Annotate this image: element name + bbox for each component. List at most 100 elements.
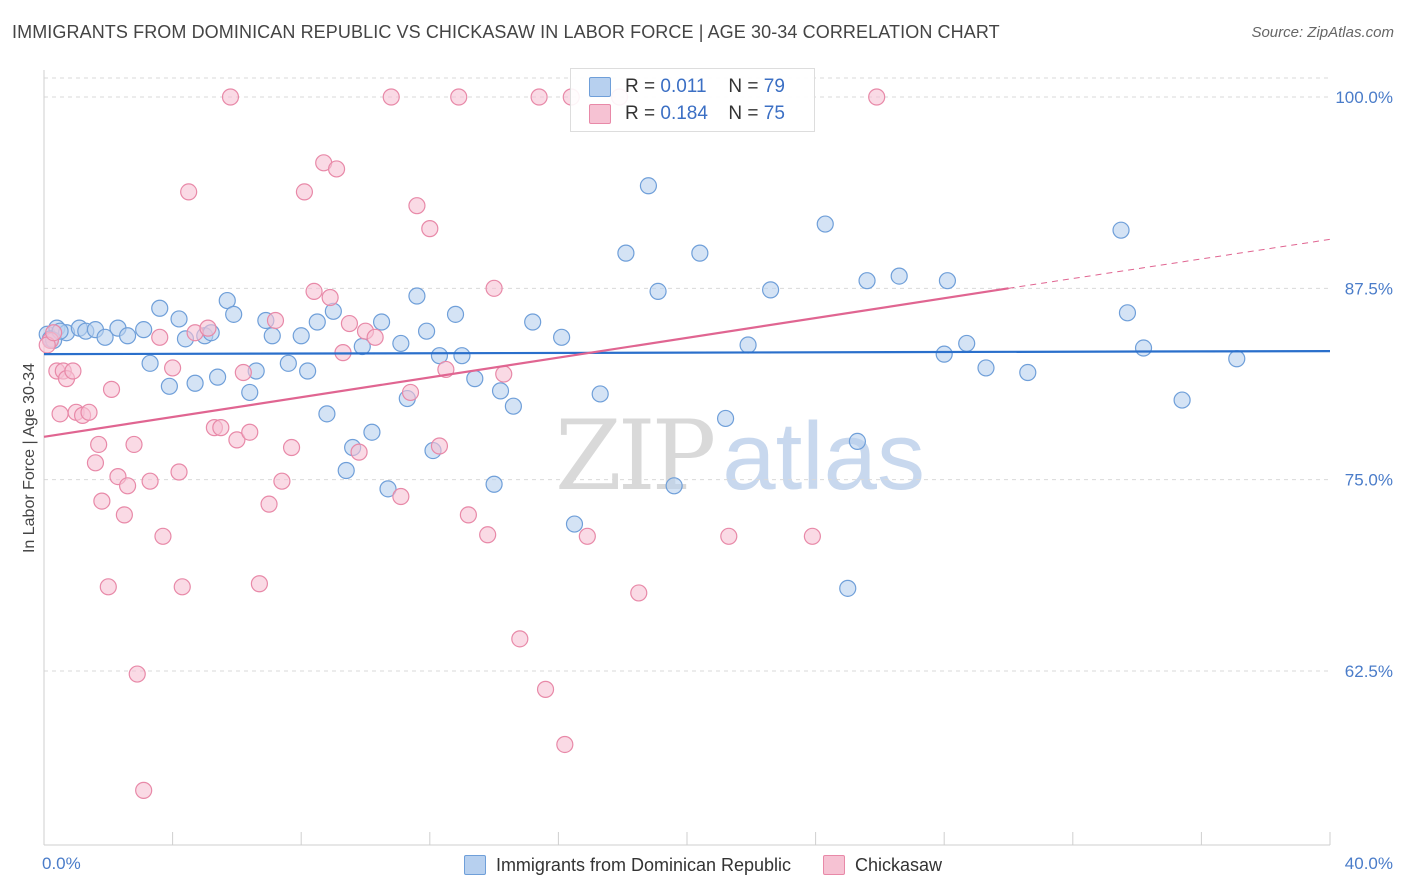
dominican-point [218,291,236,310]
chickasaw-point [495,365,513,383]
chickasaw-point [630,584,648,602]
dominican-point [639,177,658,195]
legend-row-chickasaw: R = 0.184 N = 75 [589,102,785,126]
dominican-point [209,368,227,386]
chickasaw-point [45,324,63,342]
chickasaw-point [556,735,574,754]
legend-item-chickasaw: Chickasaw [823,855,942,876]
y-tick-label: 100.0% [1335,88,1393,107]
chickasaw-point [450,88,468,106]
chickasaw-point [250,575,269,593]
chickasaw-point [459,506,477,524]
chickasaw-point [340,314,359,333]
dominican-point [453,347,471,365]
dominican-point [665,477,683,495]
dominican-point [977,359,995,377]
chickasaw-point [392,487,410,506]
dominican-point [318,405,336,423]
chickasaw-point [125,435,143,454]
dominican-point [135,321,153,339]
chickasaw-point [212,419,230,437]
legend-n-value: 75 [763,103,785,124]
legend-swatch-blue [463,855,486,875]
chickasaw-point [260,495,278,513]
chickasaw-point [382,88,400,106]
legend-n-label: N = [728,103,759,124]
dominican-point [848,432,866,450]
y-tick-label: 75.0% [1345,471,1393,490]
chickasaw-point [64,362,82,380]
chickasaw-point [51,405,69,423]
legend-swatch-pink [589,104,611,124]
dominican-point [1112,221,1130,239]
chickasaw-point [803,527,821,545]
legend-label-chickasaw: Chickasaw [855,854,943,875]
chickasaw-trend-extension [1008,238,1331,289]
legend-r-value: 0.184 [660,103,708,124]
chickasaw-point [401,383,420,402]
chickasaw-point [170,463,188,481]
dominican-point [337,461,355,480]
dominican-point [1173,391,1191,409]
axes [43,70,1331,846]
chickasaw-point [102,380,121,398]
chickasaw-point [720,527,738,545]
dominican-point [938,272,957,290]
chickasaw-point [479,526,497,544]
dominican-point [591,385,609,403]
dominican-point [292,327,310,345]
chickasaw-point [228,431,246,449]
watermark-atlas: atlas [722,403,925,510]
dominican-point [430,347,449,365]
chickasaw-point [321,288,339,307]
dominican-point [958,334,976,353]
dominican-point [858,272,876,290]
chickasaw-point [151,328,169,346]
dominican-trend-line [43,349,1331,356]
chickasaw-point [118,477,137,495]
chickasaw-point [99,578,117,596]
chickasaw-point [128,665,146,683]
dominican-point [263,327,281,345]
chickasaw-point [173,578,191,596]
dominican-point [890,267,908,285]
dominican-point [466,370,484,388]
dominican-point [691,244,709,262]
dominican-point [716,409,735,428]
dominican-point [485,475,503,493]
legend-row-dominican: R = 0.011 N = 79 [589,75,785,99]
chickasaw-point [430,437,449,455]
dominican-point [1019,363,1037,382]
dominican-point [279,354,297,372]
chickasaw-point [241,423,259,441]
dominican-point [151,299,169,317]
dominican-point [565,515,584,533]
y-tick-label: 62.5% [1345,662,1393,681]
chickasaw-trend-line [43,287,1009,438]
data-points [38,88,1246,799]
chickasaw-point [536,680,555,698]
legend-n-label: N = [728,76,759,97]
chickasaw-point [530,88,548,106]
chickasaw-point [180,183,198,201]
chickasaw-point [868,88,886,106]
dominican-point [935,345,953,363]
dominican-point [308,313,326,331]
chickasaw-point [80,403,98,421]
dominican-point [299,362,317,380]
chickasaw-point [154,527,172,545]
dominican-point [170,310,188,328]
chickasaw-point [327,160,346,178]
legend-r-label: R = [625,103,656,124]
chickasaw-point [199,319,217,337]
chart-title: IMMIGRANTS FROM DOMINICAN REPUBLIC VS CH… [12,22,1000,42]
legend-item-dominican: Immigrants from Dominican Republic [463,855,791,876]
dominican-point [491,382,510,400]
dominican-point [118,327,137,345]
watermark: ZIP atlas [555,400,925,512]
chickasaw-point [350,443,368,461]
dominican-point [1118,304,1137,322]
dominican-point [524,313,542,331]
dominican-point [504,397,522,415]
